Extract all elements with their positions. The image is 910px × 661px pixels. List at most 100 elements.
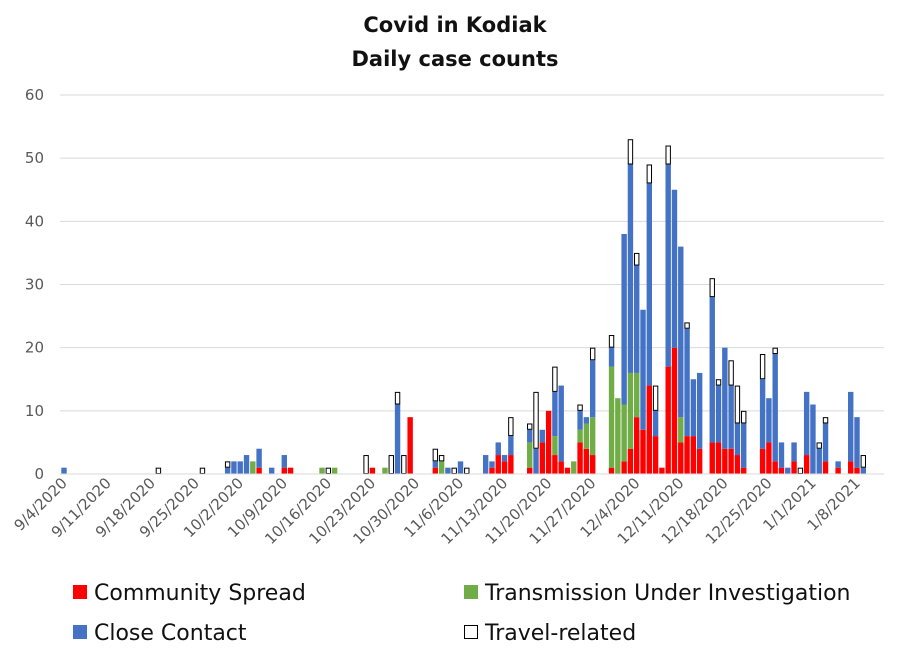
legend-item-close-contact: Close Contact: [73, 621, 247, 646]
bar-community-spread: [734, 455, 741, 474]
bar-close-contact: [640, 309, 646, 430]
bar-close-contact: [495, 442, 501, 456]
legend-label-close-contact: Close Contact: [94, 621, 247, 646]
bar-community-spread: [552, 455, 558, 474]
bar-transmission-under-investigation: [589, 417, 596, 456]
bar-close-contact: [231, 461, 237, 474]
bar-community-spread: [407, 417, 413, 474]
bar-close-contact: [671, 189, 678, 348]
bar-travel-related: [388, 455, 394, 474]
bar-transmission-under-investigation: [583, 423, 590, 449]
bar-close-contact: [665, 164, 671, 367]
bar-community-spread: [539, 442, 546, 474]
bar-travel-related: [533, 391, 539, 449]
bar-community-spread: [759, 448, 766, 474]
bar-transmission-under-investigation: [552, 436, 558, 456]
legend-swatch-community-spread: [73, 585, 87, 599]
bar-travel-related: [527, 423, 533, 430]
bar-transmission-under-investigation: [577, 429, 583, 443]
bar-travel-related: [224, 461, 231, 468]
bar-travel-related: [552, 366, 558, 392]
bar-community-spread: [501, 461, 508, 474]
bar-close-contact: [690, 379, 697, 437]
bar-transmission-under-investigation: [571, 461, 577, 474]
bar-close-contact: [734, 423, 741, 456]
bar-transmission-under-investigation: [678, 417, 684, 443]
plot-area: [61, 139, 866, 474]
bar-community-spread: [527, 467, 533, 474]
bar-community-spread: [791, 461, 797, 474]
bar-community-spread: [646, 385, 653, 474]
bar-close-contact: [772, 353, 778, 462]
bar-close-contact: [778, 442, 785, 468]
bar-close-contact: [281, 455, 287, 468]
bar-close-contact: [854, 417, 860, 468]
bar-close-contact: [243, 455, 250, 474]
bar-close-contact: [501, 455, 508, 462]
bar-community-spread: [287, 467, 294, 474]
bar-travel-related: [464, 467, 470, 474]
bar-transmission-under-investigation: [250, 461, 256, 474]
bar-community-spread: [432, 467, 439, 474]
bar-community-spread: [741, 467, 747, 474]
bar-close-contact: [583, 417, 590, 424]
bar-close-contact: [394, 404, 401, 474]
bar-close-contact: [508, 436, 514, 456]
bar-travel-related: [438, 455, 445, 462]
bar-community-spread: [640, 429, 646, 474]
bar-travel-related: [199, 467, 206, 474]
bar-close-contact: [634, 265, 640, 373]
bar-transmission-under-investigation: [527, 442, 533, 468]
bar-close-contact: [652, 410, 659, 437]
bar-close-contact: [268, 467, 275, 474]
bar-community-spread: [722, 448, 728, 474]
bar-travel-related: [728, 360, 734, 386]
bar-close-contact: [816, 448, 822, 474]
bar-community-spread: [564, 467, 571, 474]
legend-swatch-transmission-under-investigation: [464, 585, 478, 599]
bar-close-contact: [759, 379, 766, 449]
chart-title-line-2: Daily case counts: [352, 47, 559, 71]
bar-transmission-under-investigation: [382, 467, 388, 474]
bar-close-contact: [722, 347, 728, 449]
bar-community-spread: [766, 442, 772, 474]
bar-close-contact: [696, 372, 703, 449]
bar-close-contact: [678, 246, 684, 418]
bar-community-spread: [696, 448, 703, 474]
legend: Community Spread Transmission Under Inve…: [73, 581, 850, 646]
bar-close-contact: [835, 461, 841, 468]
legend-label-travel-related: Travel-related: [484, 621, 636, 646]
bar-travel-related: [652, 385, 659, 411]
bar-transmission-under-investigation: [331, 467, 338, 474]
bar-transmission-under-investigation: [319, 467, 325, 474]
bar-travel-related: [363, 455, 369, 474]
bar-community-spread: [678, 442, 684, 474]
bar-close-contact: [803, 391, 810, 456]
bar-close-contact: [741, 423, 747, 468]
bar-community-spread: [589, 455, 596, 474]
bar-close-contact: [709, 297, 715, 443]
bar-transmission-under-investigation: [634, 372, 640, 418]
y-tick-label: 10: [25, 402, 44, 420]
bar-travel-related: [627, 139, 634, 165]
bar-travel-related: [797, 467, 804, 474]
bar-travel-related: [684, 322, 690, 329]
bar-community-spread: [608, 467, 615, 474]
bar-community-spread: [489, 467, 495, 474]
bar-community-spread: [778, 467, 785, 474]
bar-travel-related: [325, 467, 332, 474]
y-tick-label: 30: [25, 276, 44, 294]
y-axis: 0 10 20 30 40 50 60: [25, 86, 44, 483]
bar-close-contact: [256, 448, 262, 468]
bar-community-spread: [558, 461, 564, 474]
bar-travel-related: [772, 347, 778, 354]
bar-travel-related: [741, 410, 747, 424]
bar-close-contact: [552, 391, 558, 437]
bar-close-contact: [457, 461, 464, 474]
bar-community-spread: [369, 467, 376, 474]
bar-community-spread: [709, 442, 715, 474]
bar-close-contact: [482, 455, 489, 474]
bar-close-contact: [860, 467, 866, 474]
bar-travel-related: [665, 145, 671, 165]
